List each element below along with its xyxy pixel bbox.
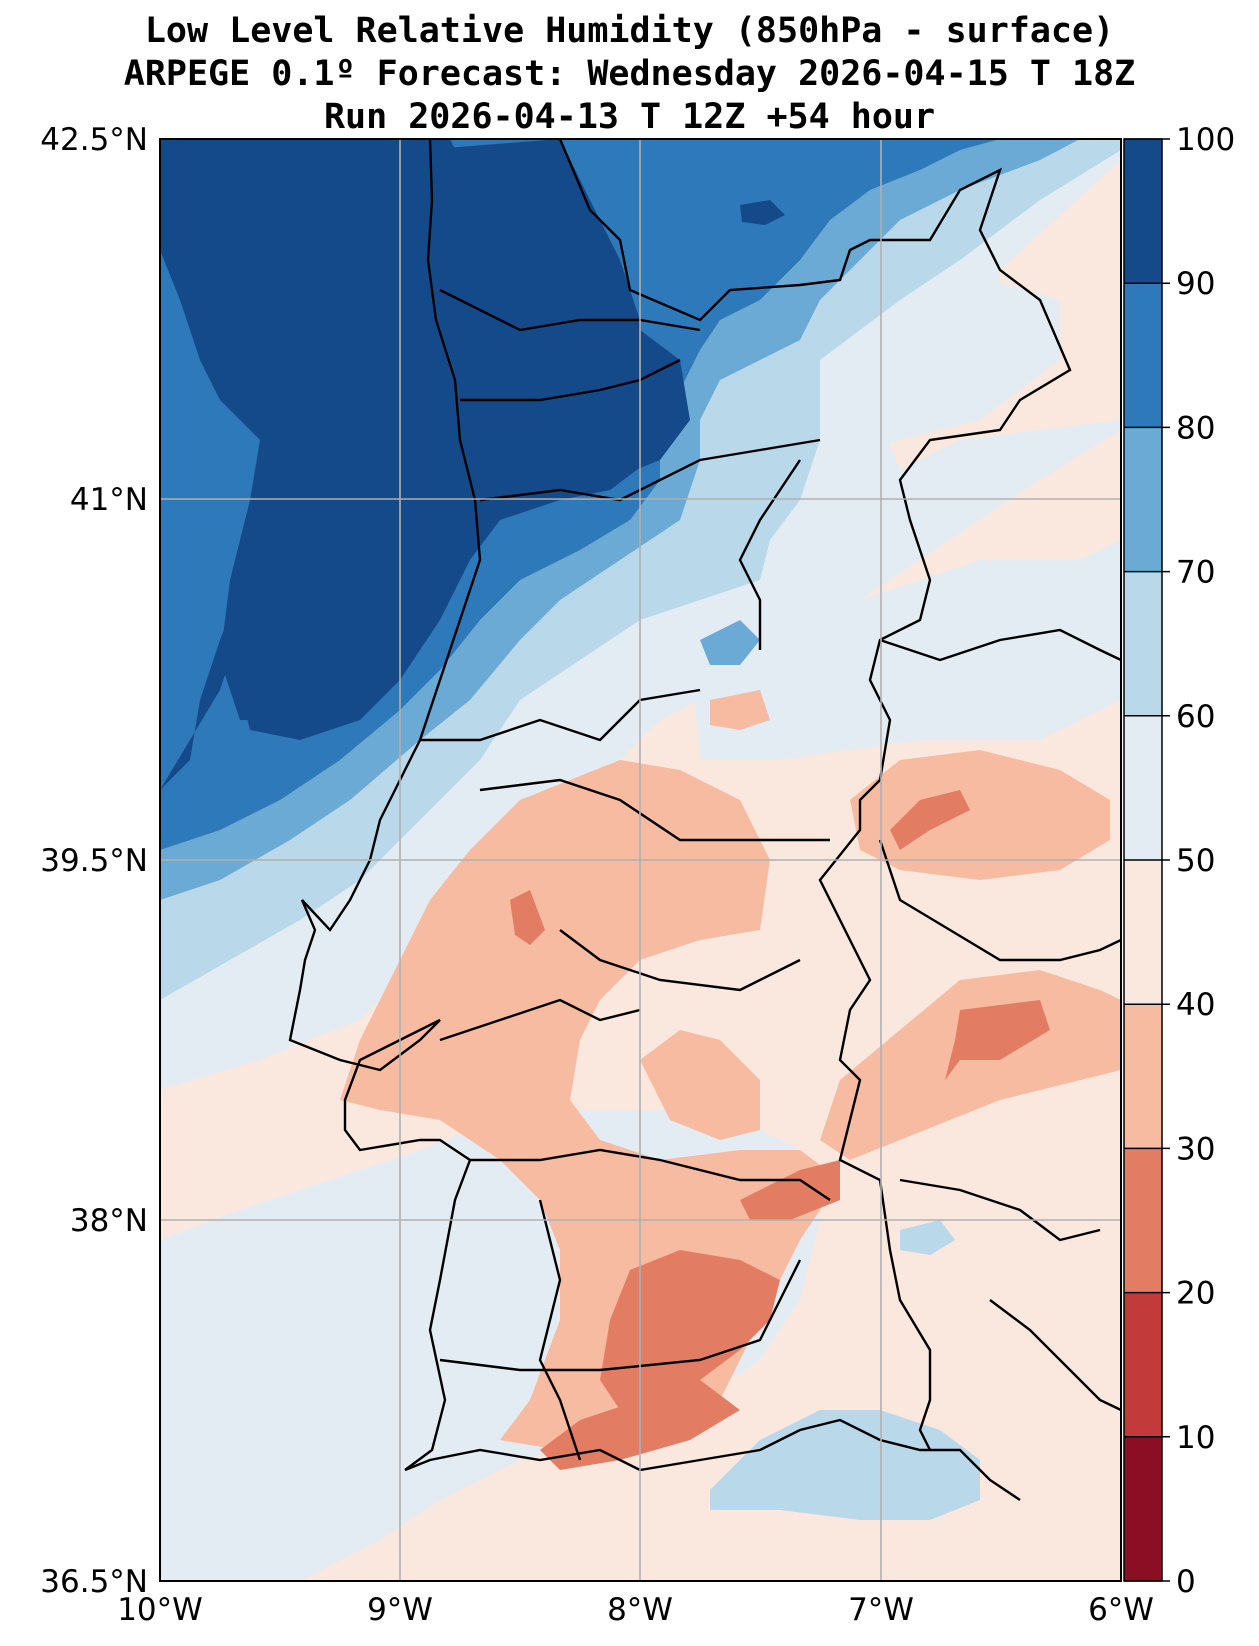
border-internal-9 [538,1199,582,1461]
lon-tick-label: 9°W [367,1592,433,1628]
border-internal-14 [989,1299,1121,1412]
colorbar: 0 10 20 30 40 50 60 70 80 90 100 [1123,122,1235,1600]
colorbar-block [1124,283,1162,428]
colorbar-tick-label: 20 [1176,1276,1215,1312]
colorbar-tick-label: 40 [1176,987,1215,1023]
colorbar-block [1124,1436,1162,1581]
border-spain-portugal [558,139,1072,1451]
lat-tick-label: 39.5°N [40,843,148,879]
field-50-60-e [690,540,1121,760]
field-20-30-ne [890,790,970,850]
lon-tick-label: 8°W [607,1592,673,1628]
field-20-30-east [945,1000,1050,1080]
lat-tick-label: 38°N [70,1203,148,1239]
field-90-100-coast [160,139,690,720]
field-60-70-south [710,1410,980,1520]
border-internal-3 [479,438,821,502]
colorbar-block [1124,715,1162,860]
coastlines-borders [288,139,1121,1501]
border-internal-1 [439,288,701,332]
map-frame [159,138,1122,1582]
field-20-30-se [740,1160,840,1220]
field-70-80-small [700,620,760,665]
colorbar-ticks: 0 10 20 30 40 50 60 70 80 90 100 [1124,122,1235,1600]
title-line-1: Low Level Relative Humidity (850hPa - su… [144,11,1115,51]
border-internal-8 [470,1148,831,1201]
colorbar-block [1124,427,1162,572]
lat-tick-label: 42.5°N [40,122,148,158]
border-internal-10 [439,1259,802,1372]
colorbar-tick-label: 60 [1176,699,1215,735]
colorbar-tick-label: 10 [1176,1420,1215,1456]
border-internal-2 [460,358,681,402]
lon-tick-label: 10°W [117,1592,203,1628]
colorbar-tick-label: 100 [1176,122,1235,158]
lon-tick-label: 6°W [1088,1592,1154,1628]
title-line-2: ARPEGE 0.1º Forecast: Wednesday 2026-04-… [123,54,1136,94]
colorbar-tick-label: 90 [1176,266,1215,302]
colorbar-tick-label: 80 [1176,410,1215,446]
border-internal-13 [899,1178,1101,1242]
coastline-west [288,139,1021,1501]
colorbar-blocks [1124,139,1162,1581]
colorbar-tick-label: 70 [1176,555,1215,591]
field-30-40-mid [640,1030,760,1140]
colorbar-block [1124,139,1162,284]
colorbar-block [1124,860,1162,1005]
border-internal-6 [559,929,801,992]
colorbar-block [1124,1004,1162,1149]
field-60-70-small [900,1220,955,1255]
gridlines [160,139,1121,1581]
title-line-3: Run 2026-04-13 T 12Z +54 hour [323,97,936,137]
border-internal-4 [420,688,701,742]
field-20-30-south [600,1250,780,1410]
lat-tick-label: 36.5°N [40,1564,148,1600]
field-30-40-small [710,690,770,730]
border-internal-5 [479,778,830,842]
colorbar-block [1124,571,1162,716]
field-30-40-ne [850,750,1110,880]
border-internal-15 [738,459,801,650]
field-50-60-sw [160,1160,470,1581]
colorbar-tick-label: 30 [1176,1131,1215,1167]
colorbar-tick-label: 0 [1176,1564,1196,1600]
border-internal-11 [879,628,1121,662]
field-20-30-west [510,890,545,945]
colorbar-block [1124,1148,1162,1293]
border-internal-12 [878,839,1121,962]
field-90-100-ne [740,200,785,225]
lon-tick-label: 7°W [848,1592,914,1628]
colorbar-tick-label: 50 [1176,843,1215,879]
border-internal-7 [439,998,641,1042]
lat-tick-label: 41°N [70,482,148,518]
colorbar-block [1124,1292,1162,1437]
